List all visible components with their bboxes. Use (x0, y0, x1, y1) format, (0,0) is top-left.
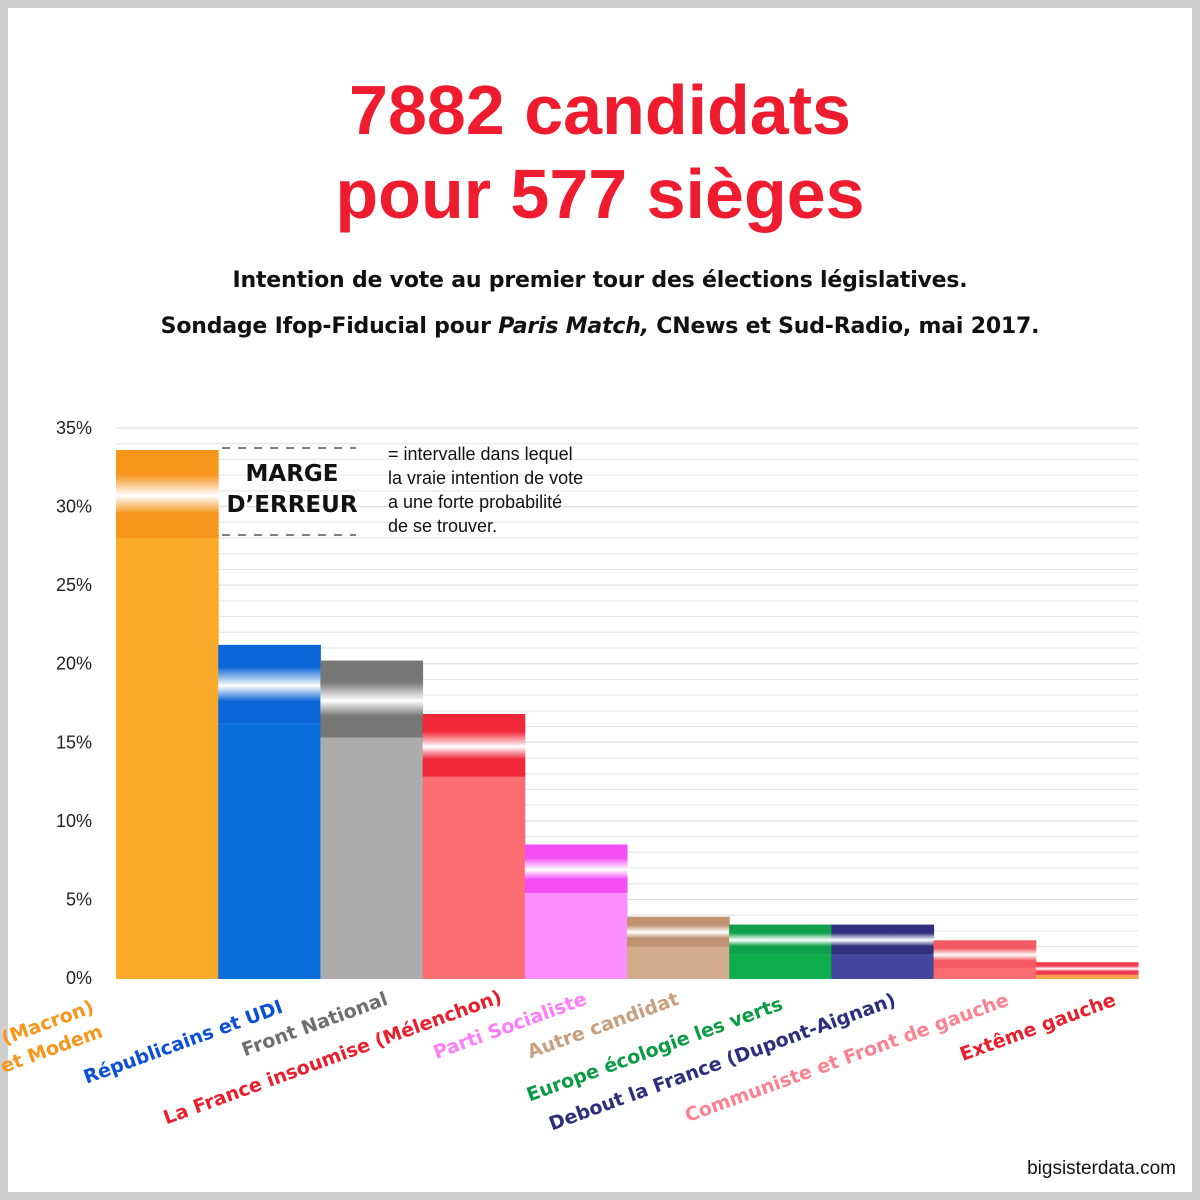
bar-base (729, 954, 832, 979)
bar-error-band (116, 450, 219, 538)
subtitle-line-2: Sondage Ifop-Fiducial pour Paris Match, … (0, 304, 1200, 350)
note-line-4: de se trouver. (388, 516, 497, 536)
bar-error-band (218, 644, 321, 724)
marge-label-line-2: D’ERREUR (226, 492, 357, 518)
note-line-3: a une forte probabilité (388, 492, 562, 512)
category-label-line: Parti Socialiste (430, 988, 589, 1064)
title-line-2: pour 577 sièges (335, 155, 865, 233)
y-tick-label: 35% (56, 418, 92, 438)
bar-base (218, 723, 321, 979)
error-margin-annotation: MARGE D’ERREUR = intervalle dans lequel … (222, 444, 583, 536)
y-tick-label: 15% (56, 732, 92, 752)
bar-base (933, 968, 1037, 979)
bar-base (422, 776, 526, 979)
y-tick-label: 10% (56, 811, 92, 831)
bar-base (1035, 974, 1139, 979)
y-tick-label: 0% (66, 968, 92, 988)
y-tick-label: 30% (56, 497, 92, 517)
note-line-2: la vraie intention de vote (388, 468, 583, 488)
bar-error-band (831, 924, 935, 955)
y-axis-ticks: 35% 30% 25% 20% 15% 10% 5% 0% (56, 418, 92, 988)
bar-base (116, 538, 219, 979)
subtitle-line-2-prefix: Sondage Ifop-Fiducial pour (160, 314, 499, 339)
source-credit: bigsisterdata.com (1027, 1158, 1176, 1179)
subtitle-line-2-suffix: CNews et Sud-Radio, mai 2017. (648, 314, 1040, 339)
bar-error-band (627, 916, 730, 947)
y-tick-label: 5% (66, 889, 92, 909)
bar-error-band (933, 940, 1037, 969)
page-title: 7882 candidats pour 577 sièges (0, 68, 1200, 236)
y-tick-label: 25% (56, 575, 92, 595)
bar-error-band (422, 714, 526, 777)
bars (116, 450, 1139, 979)
y-tick-label: 20% (56, 654, 92, 674)
marge-label-line-1: MARGE (246, 461, 339, 487)
bar-base (320, 737, 424, 979)
note-line-1: = intervalle dans lequel (388, 444, 573, 464)
subtitle-line-2-italic: Paris Match, (498, 314, 649, 339)
subtitle-line-1: Intention de vote au premier tour des él… (232, 268, 968, 293)
bar-error-band (729, 924, 832, 955)
bar-base (831, 954, 935, 979)
title-line-1: 7882 candidats (349, 71, 851, 149)
bar-error-band (320, 660, 424, 738)
bar-error-band (1035, 962, 1139, 975)
bar-error-band (524, 844, 628, 894)
category-label: Parti Socialiste (430, 988, 589, 1064)
chart-subtitle: Intention de vote au premier tour des él… (0, 258, 1200, 350)
bar-base (524, 893, 628, 979)
bar-base (627, 946, 730, 979)
